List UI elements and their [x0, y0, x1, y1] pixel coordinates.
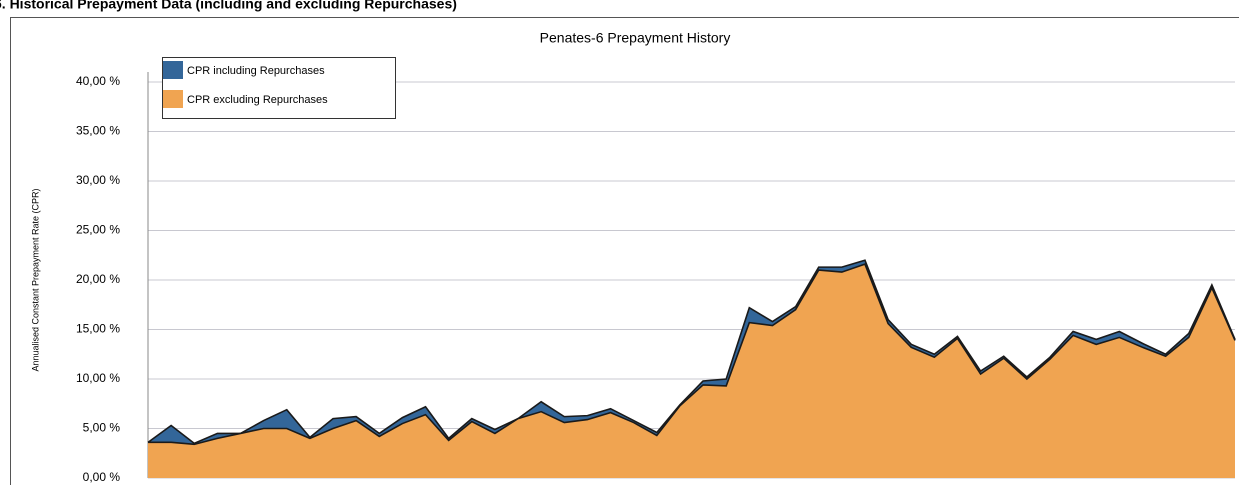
y-tick-label: 0,00 % [83, 470, 121, 484]
y-tick-label: 10,00 % [76, 371, 120, 385]
legend-label: CPR excluding Repurchases [187, 94, 328, 106]
legend-swatch [163, 61, 183, 79]
y-tick-label: 30,00 % [76, 173, 120, 187]
legend-box [162, 57, 396, 119]
area-line [147, 259, 1236, 445]
y-tick-label: 40,00 % [76, 74, 120, 88]
y-tick-label: 5,00 % [83, 421, 121, 435]
legend-swatch [163, 90, 183, 108]
y-tick-label: 15,00 % [76, 322, 120, 336]
legend-label: CPR including Repurchases [187, 65, 325, 77]
area-line [148, 263, 1236, 446]
y-tick-label: 20,00 % [76, 272, 120, 286]
y-tick-label: 35,00 % [76, 124, 120, 138]
y-axis-label: Annualised Constant Prepayment Rate (CPR… [30, 188, 40, 371]
y-tick-label: 25,00 % [76, 223, 120, 237]
chart-title: Penates-6 Prepayment History [540, 30, 731, 46]
section-title: 6. Historical Prepayment Data (including… [0, 0, 457, 12]
area [148, 264, 1235, 478]
